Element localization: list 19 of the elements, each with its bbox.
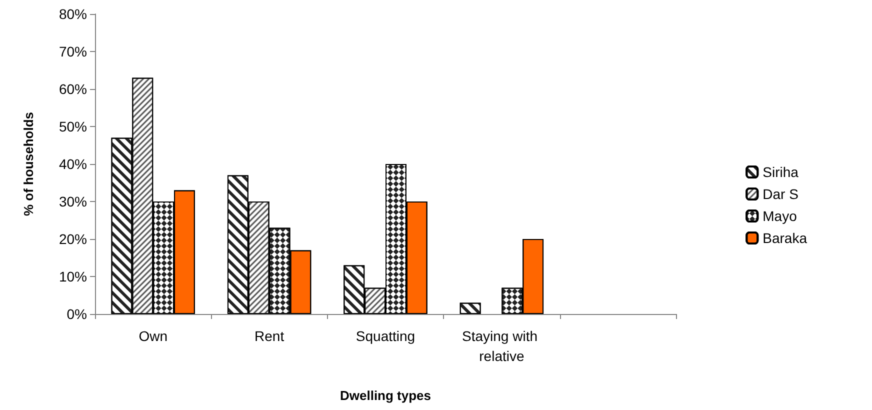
x-axis-title: Dwelling types — [340, 388, 432, 403]
x-tick-label: Squatting — [356, 328, 416, 344]
x-tick-label: Staying with relative — [462, 328, 542, 364]
y-tick-label: 60% — [58, 81, 87, 97]
x-tick-label: Rent — [254, 328, 284, 344]
y-tick-label: 80% — [58, 6, 87, 22]
y-tick-label: 70% — [58, 44, 87, 60]
y-tick-label: 40% — [58, 156, 87, 172]
legend-label: Siriha — [762, 164, 799, 180]
y-tick-label: 0% — [66, 306, 87, 322]
y-tick-label: 30% — [58, 194, 87, 210]
x-tick-label: Own — [138, 328, 168, 344]
legend-label: Baraka — [762, 230, 808, 246]
y-tick-label: 50% — [58, 118, 87, 134]
y-tick-label: 10% — [58, 268, 87, 284]
legend-label: Dar S — [762, 186, 798, 202]
y-axis-title: % of households — [21, 112, 36, 216]
legend-label: Mayo — [762, 208, 798, 224]
y-tick-label: 20% — [58, 231, 87, 247]
